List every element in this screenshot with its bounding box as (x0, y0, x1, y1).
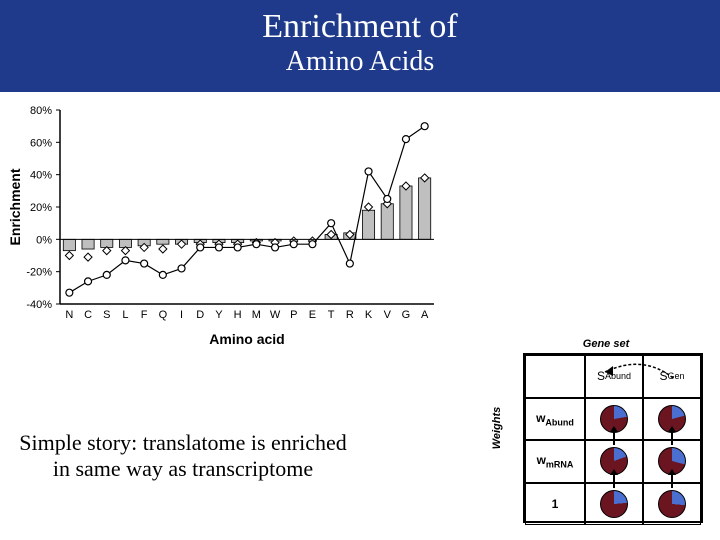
gene-set-corner (525, 355, 585, 398)
pie-icon (658, 490, 686, 518)
svg-text:20%: 20% (30, 202, 52, 214)
svg-text:L: L (122, 309, 128, 321)
gene-set-row-header-2: 1 (525, 483, 585, 526)
svg-text:C: C (84, 309, 92, 321)
arrow-up-icon (671, 431, 673, 445)
svg-text:-40%: -40% (26, 299, 52, 311)
gene-set-left-label: Weights (491, 338, 503, 518)
svg-text:Q: Q (159, 309, 168, 321)
svg-text:Amino acid: Amino acid (209, 331, 284, 347)
svg-text:I: I (180, 309, 183, 321)
svg-text:Y: Y (215, 309, 223, 321)
svg-text:R: R (346, 309, 354, 321)
enrichment-chart-svg: -40% -20% 0% 20% 40% 60% 80% NCSL FQI DYHMWPETRKV… (4, 100, 444, 350)
gene-set-col-header-0: SAbund (585, 355, 643, 398)
pie-cell-2-0 (585, 483, 643, 526)
svg-text:F: F (141, 309, 148, 321)
svg-text:V: V (384, 309, 392, 321)
gene-set-top-label: Gene set (505, 338, 707, 350)
caption-text: Simple story: translatome is enriched in… (18, 430, 348, 483)
svg-text:H: H (234, 309, 242, 321)
svg-text:M: M (252, 309, 261, 321)
svg-text:A: A (421, 309, 429, 321)
title-bar: Enrichment of Amino Acids (0, 0, 720, 92)
svg-text:40%: 40% (30, 170, 52, 182)
gene-set-grid: SAbund SGen wAbund wmRNA 1 (523, 353, 703, 523)
gene-set-row-header-1: wmRNA (525, 440, 585, 483)
svg-text:P: P (290, 309, 297, 321)
svg-text:E: E (309, 309, 316, 321)
gene-set-diagram: Gene set Weights SAbund SGen wAbund wmRN… (505, 338, 707, 528)
svg-text:D: D (196, 309, 204, 321)
svg-text:K: K (365, 309, 373, 321)
svg-text:-20%: -20% (26, 267, 52, 279)
arrow-up-icon (671, 474, 673, 488)
arrow-up-icon (613, 474, 615, 488)
svg-text:80%: 80% (30, 105, 52, 117)
svg-text:0%: 0% (36, 234, 52, 246)
svg-text:60%: 60% (30, 137, 52, 149)
svg-text:W: W (270, 309, 281, 321)
title-line1: Enrichment of (0, 8, 720, 46)
pie-cell-2-1 (643, 483, 701, 526)
svg-text:G: G (402, 309, 411, 321)
arrow-up-icon (613, 431, 615, 445)
pie-icon (600, 490, 628, 518)
gene-set-row-header-0: wAbund (525, 398, 585, 441)
svg-text:S: S (103, 309, 110, 321)
title-line2: Amino Acids (0, 46, 720, 78)
enrichment-chart: -40% -20% 0% 20% 40% 60% 80% NCSL FQI DYHMWPETRKV… (4, 100, 444, 350)
gene-set-col-header-1: SGen (643, 355, 701, 398)
svg-text:N: N (65, 309, 73, 321)
svg-text:Enrichment: Enrichment (7, 168, 23, 245)
svg-text:T: T (328, 309, 335, 321)
